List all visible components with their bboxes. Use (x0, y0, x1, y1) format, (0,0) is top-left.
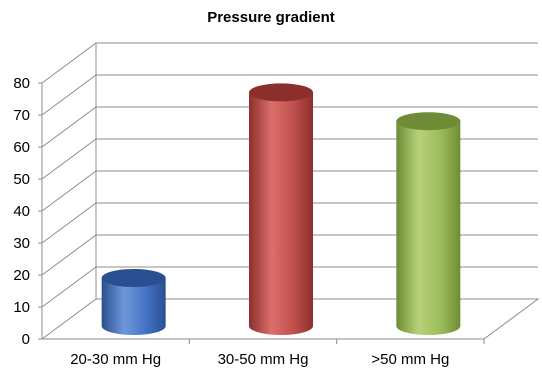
floor-outline (41, 298, 540, 340)
gridline (41, 74, 538, 116)
axes (38, 82, 485, 344)
bar-series (101, 83, 461, 336)
gridline (41, 234, 538, 276)
gridline (41, 170, 538, 212)
bar-2 (249, 83, 313, 336)
gridline (41, 138, 538, 180)
y-tick-label: 50 (13, 171, 30, 188)
y-tick-label: 20 (13, 267, 30, 284)
gridline (41, 42, 538, 84)
y-tick-label: 10 (13, 299, 30, 316)
bar-1 (101, 269, 166, 335)
bar-top (396, 112, 461, 131)
x-tick-label: 20-30 mm Hg (70, 351, 161, 368)
x-tick-label: >50 mm Hg (371, 351, 449, 368)
chart-title: Pressure gradient (207, 9, 335, 26)
y-tick-label: 0 (22, 331, 30, 348)
tick-labels: 0 10 20 30 40 50 60 70 80 20-30 mm Hg 30-50 mm Hg >… (13, 75, 449, 368)
gridline (41, 106, 538, 148)
gridline (41, 202, 538, 244)
y-tick-label: 70 (13, 107, 30, 124)
y-tick-label: 60 (13, 139, 30, 156)
bar-body (249, 92, 313, 336)
gridline (41, 266, 538, 308)
bar-body (396, 121, 461, 335)
y-tick-label: 40 (13, 203, 30, 220)
gridlines (41, 42, 538, 308)
bar-top (101, 269, 166, 287)
bar-top (249, 83, 313, 102)
x-tick-label: 30-50 mm Hg (218, 351, 309, 368)
y-tick-label: 80 (13, 75, 30, 92)
y-tick-label: 30 (13, 235, 30, 252)
bar-body (101, 278, 166, 335)
bar-3 (396, 112, 461, 335)
